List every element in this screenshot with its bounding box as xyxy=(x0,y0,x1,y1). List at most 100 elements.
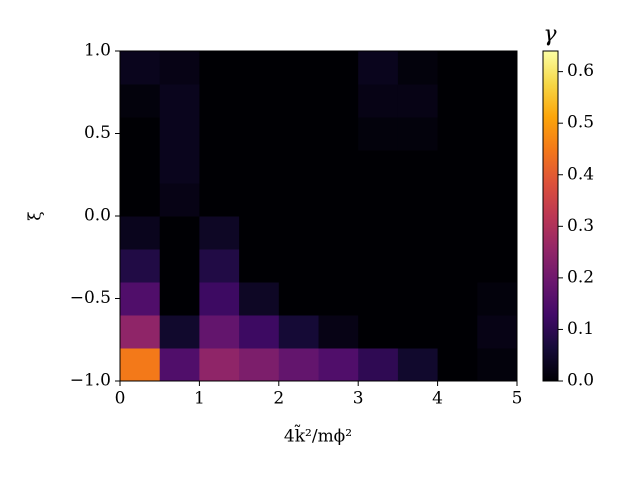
heatmap-cell xyxy=(318,150,359,184)
heatmap-cell xyxy=(437,150,478,184)
heatmap-cell xyxy=(477,348,518,382)
heatmap-cell xyxy=(358,282,399,316)
heatmap-cell xyxy=(358,117,399,151)
colorbar-tick-label: 0.1 xyxy=(567,319,594,339)
heatmap-cell xyxy=(358,249,399,283)
heatmap-cell xyxy=(397,249,439,283)
heatmap-cell xyxy=(397,150,439,184)
heatmap-cell xyxy=(358,183,399,217)
heatmap-cell xyxy=(120,282,161,316)
heatmap-cell xyxy=(159,282,200,316)
heatmap-cell xyxy=(397,84,439,118)
heatmap-cell xyxy=(397,117,439,151)
heatmap-cell xyxy=(318,84,359,118)
heatmap-cell xyxy=(159,315,200,349)
heatmap-cell xyxy=(159,348,200,382)
heatmap-cell xyxy=(437,249,478,283)
heatmap-cell xyxy=(120,348,161,382)
heatmap-cell xyxy=(477,183,518,217)
heatmap-cell xyxy=(477,117,518,151)
heatmap-cell xyxy=(278,51,319,85)
heatmap-cell xyxy=(239,150,280,184)
heatmap-cell xyxy=(358,216,399,250)
heatmap-cell xyxy=(318,183,359,217)
heatmap-cell xyxy=(278,183,319,217)
heatmap-cell xyxy=(437,51,478,85)
x-tick-label: 3 xyxy=(353,389,364,409)
heatmap-cell xyxy=(437,183,478,217)
heatmap-cell xyxy=(120,216,161,250)
heatmap-cell xyxy=(199,216,240,250)
heatmap-cell xyxy=(477,282,518,316)
heatmap-cell xyxy=(437,348,478,382)
heatmap-cell xyxy=(199,84,240,118)
heatmap-cell xyxy=(239,117,280,151)
heatmap-cell xyxy=(358,150,399,184)
heatmap-cell xyxy=(159,117,200,151)
heatmap-cell xyxy=(437,84,478,118)
heatmap-cell xyxy=(199,315,240,349)
heatmap-cell xyxy=(120,249,161,283)
heatmap-cell xyxy=(278,84,319,118)
heatmap-cell xyxy=(159,183,200,217)
heatmap-cell xyxy=(239,51,280,85)
heatmap-cell xyxy=(239,249,280,283)
heatmap-cell xyxy=(239,282,280,316)
y-tick-label: −1.0 xyxy=(70,371,111,391)
heatmap-cell xyxy=(397,183,439,217)
colorbar-tick-label: 0.0 xyxy=(567,371,594,391)
heatmap-cell xyxy=(239,348,280,382)
x-tick-label: 1 xyxy=(194,389,205,409)
heatmap-cell xyxy=(278,216,319,250)
heatmap-cell xyxy=(239,183,280,217)
heatmap-cell xyxy=(318,249,359,283)
y-tick-label: 0.5 xyxy=(84,123,111,143)
heatmap-cell xyxy=(278,150,319,184)
y-tick-label: 0.0 xyxy=(84,206,111,226)
colorbar-tick-label: 0.4 xyxy=(567,164,594,184)
colorbar xyxy=(542,50,559,382)
heatmap-cell xyxy=(278,315,319,349)
heatmap-cell xyxy=(159,249,200,283)
heatmap-cell xyxy=(278,348,319,382)
heatmap-cell xyxy=(239,315,280,349)
heatmap-cell xyxy=(159,51,200,85)
heatmap-cell xyxy=(358,348,399,382)
heatmap-cell xyxy=(120,315,161,349)
heatmap-cell xyxy=(120,183,161,217)
heatmap-cell xyxy=(278,249,319,283)
heatmap-cell xyxy=(159,84,200,118)
heatmap-cell xyxy=(159,216,200,250)
heatmap-cell xyxy=(437,315,478,349)
heatmap-cell xyxy=(199,348,240,382)
heatmap-cell xyxy=(397,282,439,316)
heatmap-cell xyxy=(437,216,478,250)
y-tick-label: 1.0 xyxy=(84,41,111,61)
heatmap-cell xyxy=(477,84,518,118)
heatmap-cell xyxy=(477,249,518,283)
heatmap-cell xyxy=(477,150,518,184)
colorbar-tick-label: 0.6 xyxy=(567,61,594,81)
x-tick-label: 2 xyxy=(273,389,284,409)
y-axis-label: ξ xyxy=(26,211,46,220)
colorbar-tick-label: 0.3 xyxy=(567,216,594,236)
heatmap-cell xyxy=(397,348,439,382)
colorbar-label: γ xyxy=(543,22,557,47)
heatmap-cell xyxy=(318,282,359,316)
heatmap-cell xyxy=(199,282,240,316)
x-axis-label: 4k̃²/mϕ² xyxy=(284,425,352,447)
heatmap-cell xyxy=(477,315,518,349)
heatmap-cell xyxy=(318,315,359,349)
heatmap-cell xyxy=(199,51,240,85)
heatmap-cell xyxy=(318,216,359,250)
x-tick-label: 4 xyxy=(432,389,443,409)
heatmap-cell xyxy=(278,282,319,316)
heatmap-cell xyxy=(199,150,240,184)
heatmap-cell xyxy=(358,315,399,349)
heatmap-cell xyxy=(437,282,478,316)
heatmap-cell xyxy=(120,84,161,118)
heatmap-cell xyxy=(159,150,200,184)
heatmap-cell xyxy=(239,216,280,250)
heatmap-cell xyxy=(318,348,359,382)
heatmap-cell xyxy=(120,150,161,184)
